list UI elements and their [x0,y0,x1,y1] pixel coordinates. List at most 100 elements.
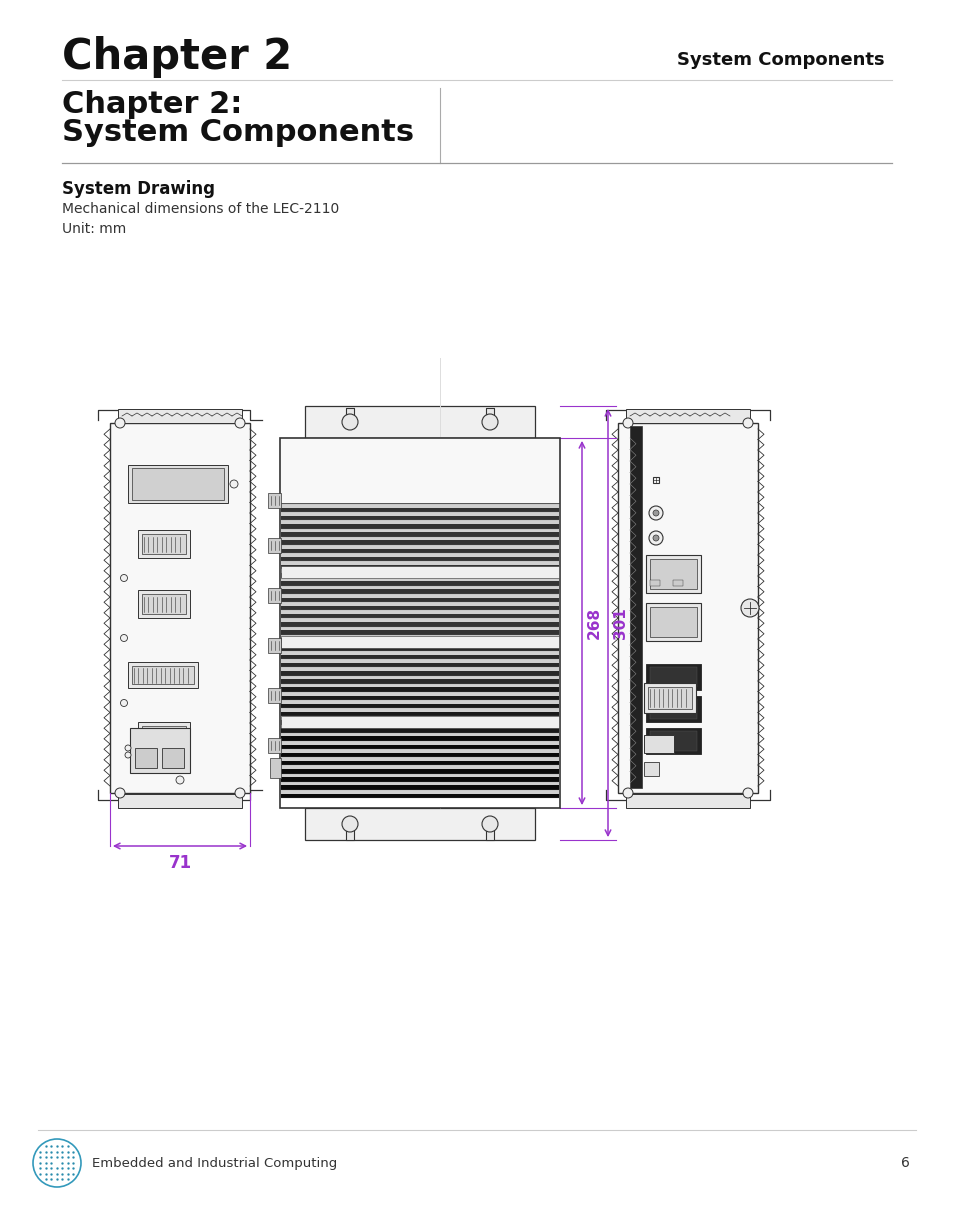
Bar [281,639,558,642]
Bar [281,528,558,532]
Bar [281,725,558,728]
Bar [629,426,641,788]
Bar [618,422,758,793]
Bar [281,556,558,561]
Bar [281,740,558,744]
Text: 6: 6 [901,1156,909,1170]
Bar [281,570,558,573]
Bar [281,709,558,712]
Bar [281,594,558,598]
Bar [268,492,281,508]
Bar [138,589,190,618]
Bar [118,795,242,808]
Bar [138,722,190,748]
Bar [281,716,558,728]
Bar [281,561,558,565]
Text: 71: 71 [169,853,192,872]
Bar [281,540,558,545]
Text: System Components: System Components [62,118,414,147]
Bar [485,408,494,422]
Bar [268,688,281,702]
Bar [649,580,659,586]
Bar [138,530,190,558]
Bar [281,765,558,769]
Bar [281,675,558,679]
Bar [281,679,558,684]
Bar [281,720,558,725]
Bar [281,744,558,749]
Bar [281,614,558,619]
Circle shape [648,530,662,545]
Bar [281,728,558,733]
Bar [281,646,558,651]
Bar [643,736,673,753]
Bar [649,699,697,720]
Bar [281,573,558,577]
Bar [268,538,281,553]
Circle shape [125,752,131,758]
Bar [346,408,354,422]
Bar [281,642,558,646]
Bar [281,761,558,765]
Bar [649,607,697,637]
Bar [281,586,558,589]
Bar [281,598,558,602]
Circle shape [742,788,752,798]
Bar [281,602,558,605]
Bar [281,553,558,556]
Bar [643,683,696,713]
Bar [645,696,700,722]
Bar [647,686,691,709]
Bar [135,748,157,768]
Circle shape [230,480,237,488]
Bar [162,748,184,768]
Bar [281,503,558,507]
Text: Embedded and Industrial Computing: Embedded and Industrial Computing [91,1157,337,1169]
Bar [281,777,558,782]
Text: Unit: mm: Unit: mm [62,222,126,236]
Bar [281,753,558,758]
Bar [281,737,558,740]
Bar [281,635,558,639]
Bar [268,588,281,603]
Bar [281,758,558,761]
Bar [645,603,700,641]
Bar [645,728,700,754]
Bar [649,731,697,752]
Circle shape [341,414,357,430]
Bar [270,758,281,779]
Bar [281,524,558,528]
Bar [128,465,228,503]
Circle shape [652,535,659,542]
Circle shape [341,815,357,833]
Bar [281,623,558,626]
Bar [281,716,558,720]
Bar [645,555,700,593]
Bar [281,655,558,659]
Bar [281,688,558,691]
Bar [281,577,558,581]
Bar [281,532,558,537]
Bar [281,589,558,594]
Bar [281,549,558,553]
Bar [305,808,535,840]
Bar [485,826,494,840]
Bar [281,581,558,586]
Bar [281,769,558,774]
Bar [281,516,558,521]
Bar [281,782,558,786]
Bar [645,664,700,690]
Bar [142,726,186,744]
Bar [281,619,558,623]
Bar [281,626,558,630]
Circle shape [115,788,125,798]
Circle shape [740,599,759,616]
Bar [649,559,697,589]
Bar [132,468,224,500]
Circle shape [115,418,125,429]
Bar [281,438,558,503]
Bar [281,670,558,675]
Bar [281,786,558,790]
Bar [281,695,558,700]
Bar [268,738,281,753]
